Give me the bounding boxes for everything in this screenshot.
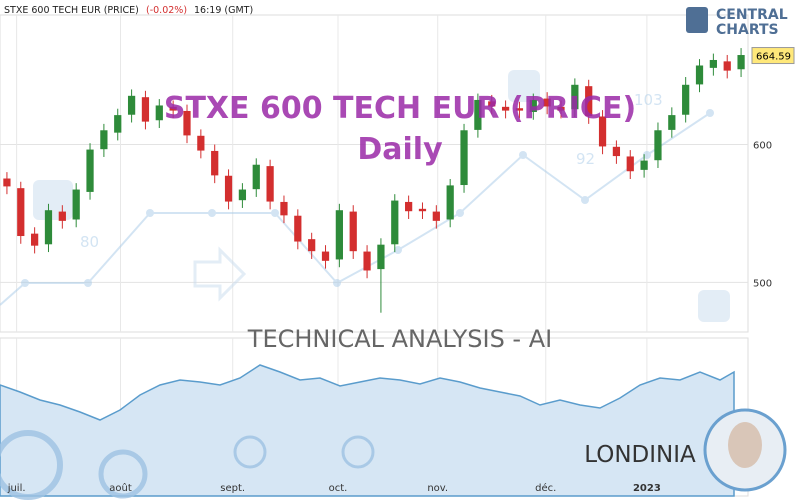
candle-body	[709, 59, 717, 68]
watermark-icon	[508, 70, 540, 102]
x-tick-label: nov.	[427, 483, 448, 494]
x-tick-label: juil.	[7, 483, 26, 494]
last-price-label: 664.59	[756, 52, 791, 63]
candle-body	[211, 150, 219, 176]
watermark-number: 103	[634, 91, 663, 109]
candle-body	[169, 106, 177, 111]
candle-body	[252, 164, 260, 190]
candle-body	[598, 116, 607, 147]
hex-decoration	[0, 430, 375, 500]
candle-body	[308, 239, 316, 252]
candle-body	[349, 211, 357, 252]
watermark-arrow	[193, 246, 247, 302]
candle-body	[585, 86, 593, 117]
candle-body	[626, 156, 634, 172]
watermark-number: 80	[80, 233, 99, 251]
header-time: 16:19 (GMT)	[194, 5, 253, 16]
candle-body	[321, 251, 330, 261]
candle-body	[72, 189, 80, 220]
price-panel	[0, 14, 749, 333]
candle-body	[418, 208, 427, 212]
candle-body	[695, 65, 704, 85]
candle-body	[501, 106, 510, 111]
candle-body	[377, 244, 385, 270]
candle-body	[515, 108, 524, 111]
chart-title: STXE 600 TECH EUR (PRICE)	[164, 91, 636, 126]
candle-body	[363, 251, 371, 271]
candle-body	[224, 175, 233, 202]
candle-body	[723, 61, 731, 71]
candle-body	[100, 130, 108, 150]
candle-body	[141, 97, 150, 122]
candle-body	[197, 135, 205, 151]
candle-body	[183, 110, 191, 136]
y-tick-label: 500	[753, 278, 772, 289]
candle-body	[391, 200, 399, 245]
candle-body	[405, 201, 413, 212]
header-name: STXE 600 TECH EUR (PRICE)	[4, 5, 139, 16]
x-tick-label: déc.	[535, 482, 556, 494]
candle-body	[571, 84, 579, 110]
candle-body	[3, 178, 11, 187]
candle-body	[335, 210, 343, 260]
candles	[3, 48, 745, 313]
candle-body	[114, 115, 122, 133]
candle-body	[31, 233, 39, 246]
watermark-dots	[21, 109, 714, 287]
watermark-icon	[33, 180, 73, 220]
candle-body	[238, 189, 247, 201]
candle-body	[127, 95, 136, 115]
candle-body	[155, 105, 163, 121]
candle-body	[58, 211, 66, 221]
candle-body	[557, 106, 565, 111]
candle-body	[640, 160, 648, 170]
watermark-icon	[698, 290, 730, 322]
candle-body	[668, 115, 676, 130]
candle-body	[17, 188, 25, 237]
x-tick-label: 2023	[633, 483, 661, 494]
logo: CENTRAL CHARTS	[686, 7, 788, 38]
x-tick-label: août	[109, 482, 132, 494]
brand: LONDINIA	[584, 442, 696, 468]
x-tick-label: oct.	[329, 483, 348, 494]
watermark-number: 92	[576, 150, 595, 168]
candle-body	[266, 166, 274, 202]
candle-body	[280, 201, 288, 216]
logo-line: CHARTS	[716, 22, 779, 38]
y-tick-label: 600	[753, 141, 772, 152]
candle-body	[682, 84, 690, 115]
candle-body	[529, 99, 537, 112]
candle-body	[86, 149, 94, 192]
candle-body	[737, 55, 745, 70]
candle-body	[488, 101, 496, 107]
x-tick-label: sept.	[220, 483, 245, 494]
brand-avatar	[703, 408, 787, 492]
indicator-area	[0, 364, 735, 497]
candle-body	[446, 185, 454, 220]
last-price-box	[751, 47, 795, 65]
candle-body	[432, 211, 440, 221]
watermark: 80 92 103	[0, 70, 730, 322]
candle-body	[294, 215, 302, 242]
header-change: (-0.02%)	[146, 5, 187, 16]
logo-line: CENTRAL	[716, 7, 788, 23]
candle-body	[44, 210, 53, 245]
candle-body	[654, 130, 662, 161]
candle-body	[612, 146, 621, 157]
candle-body	[460, 130, 468, 186]
candle-body	[543, 98, 551, 107]
candle-body	[474, 99, 482, 130]
chart-subtitle: Daily	[357, 132, 443, 167]
banner: TECHNICAL ANALYSIS - AI	[247, 325, 552, 353]
